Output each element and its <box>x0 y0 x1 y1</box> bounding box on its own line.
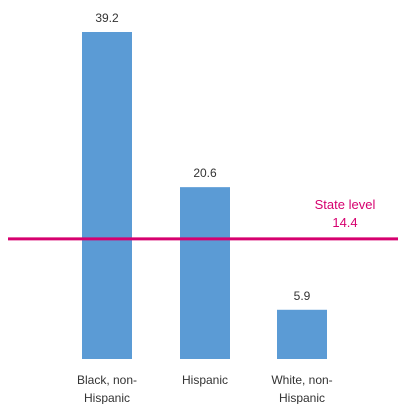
state-level-label: State level <box>315 197 376 212</box>
category-label-2-line-0: White, non- <box>271 373 332 387</box>
value-label-0: 39.2 <box>95 11 119 25</box>
value-labels-group: 39.2 20.6 5.9 <box>95 11 310 303</box>
category-label-0-line-1: Hispanic <box>84 391 130 404</box>
bars-group <box>82 32 327 359</box>
category-label-1-line-0: Hispanic <box>182 373 228 387</box>
category-label-0-line-0: Black, non- <box>77 373 137 387</box>
category-label-2-line-1: Hispanic <box>279 391 325 404</box>
value-label-1: 20.6 <box>193 166 217 180</box>
value-label-2: 5.9 <box>294 289 311 303</box>
category-labels-group: Black, non- Hispanic Hispanic White, non- Hi… <box>77 373 333 404</box>
bar-0 <box>82 32 132 359</box>
bar-1 <box>180 187 230 359</box>
state-level-value: 14.4 <box>332 215 357 230</box>
bar-2 <box>277 309 327 359</box>
